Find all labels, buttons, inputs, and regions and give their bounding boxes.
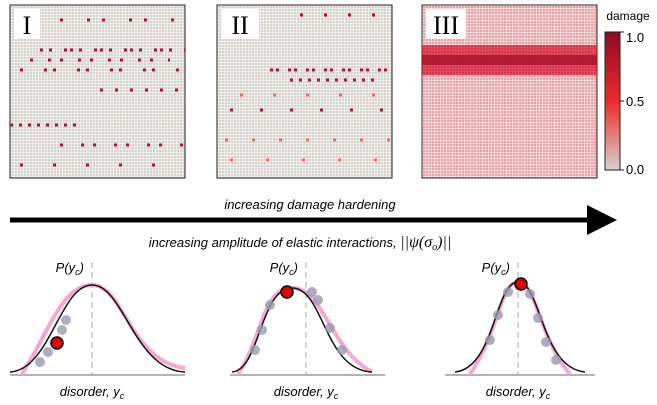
panel-3: III: [421, 4, 598, 179]
arrow-label: increasing damage hardening: [224, 197, 396, 212]
x-axis-label: disorder, yc: [486, 384, 551, 401]
y-axis-label: P(yc): [270, 260, 298, 277]
panel-label: I: [23, 11, 32, 40]
plot-2: [230, 262, 385, 376]
colorbar-title: damage: [606, 9, 650, 23]
plot-1: [9, 262, 186, 376]
colorbar-tick-label: 1.0: [626, 30, 644, 45]
panel-2: II: [216, 4, 393, 179]
x-axis-label: disorder, yc: [60, 384, 125, 401]
panel-label: II: [231, 11, 248, 40]
panel-1: I: [9, 4, 186, 179]
subtitle: increasing amplitude of elastic interact…: [149, 234, 452, 253]
colorbar-tick-label: 0.5: [626, 94, 644, 109]
colorbar-tick-label: 0.0: [626, 162, 644, 177]
y-axis-label: P(yc): [482, 260, 510, 277]
y-axis-label: P(yc): [56, 260, 84, 277]
x-axis-label: disorder, yc: [274, 384, 339, 401]
panel-label: III: [433, 11, 459, 40]
colorbar: damage 1.0 0.5 0.0: [604, 9, 650, 177]
plot-3: [445, 262, 595, 376]
colorbar-bar: [604, 31, 621, 171]
